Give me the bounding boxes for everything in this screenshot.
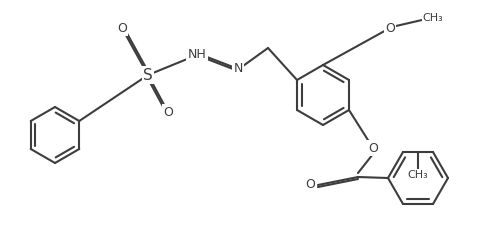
- Text: N: N: [233, 61, 243, 74]
- Text: O: O: [368, 142, 378, 155]
- Text: O: O: [385, 22, 395, 34]
- Text: CH₃: CH₃: [423, 13, 443, 23]
- Text: O: O: [163, 106, 173, 119]
- Text: O: O: [117, 22, 127, 34]
- Text: NH: NH: [188, 49, 206, 61]
- Text: S: S: [143, 68, 153, 83]
- Text: CH₃: CH₃: [408, 170, 428, 180]
- Text: O: O: [305, 178, 315, 191]
